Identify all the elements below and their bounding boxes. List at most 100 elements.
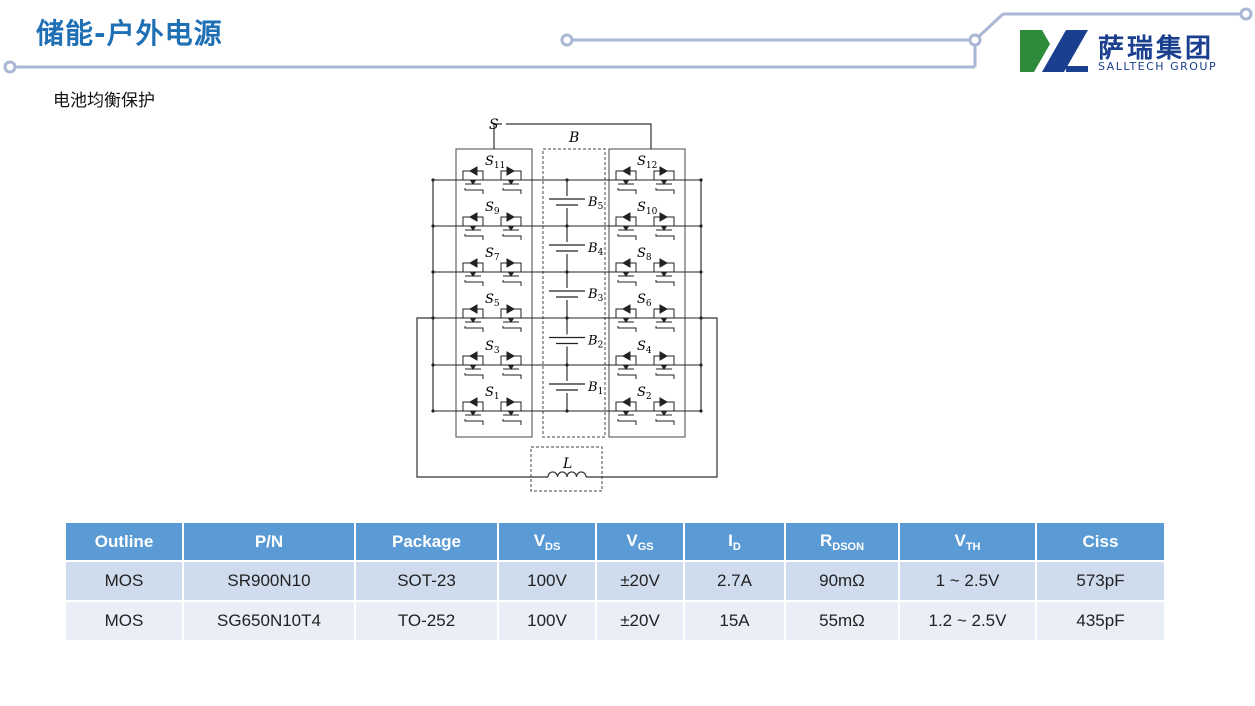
- table-cell: SG650N10T4: [184, 602, 354, 640]
- junction-dot: [699, 363, 703, 367]
- mosfet-icon: [500, 212, 522, 240]
- junction-dot: [699, 270, 703, 274]
- junction-dot: [565, 270, 569, 274]
- logo-mark-icon: [1020, 30, 1088, 72]
- table-row: MOS SR900N10 SOT-23 100V ±20V 2.7A 90mΩ 1 ~ 2.5…: [66, 562, 1164, 600]
- battery-label: B1: [587, 380, 603, 397]
- header-text: V: [954, 530, 966, 550]
- mosfet-icon: [615, 304, 637, 332]
- column-header: P/N: [184, 523, 354, 560]
- mosfet-icon: [653, 397, 675, 425]
- mosfet-icon: [462, 258, 484, 286]
- junction-dot: [431, 363, 435, 367]
- table-cell: 435pF: [1037, 602, 1164, 640]
- table-cell: 573pF: [1037, 562, 1164, 600]
- label-l: L: [562, 456, 572, 472]
- table-row: MOS SG650N10T4 TO-252 100V ±20V 15A 55mΩ 1.2 ~ …: [66, 602, 1164, 640]
- logo-text-cn: 萨瑞集团: [1098, 34, 1215, 64]
- table-cell: ±20V: [597, 602, 683, 640]
- switch-label: S10: [637, 200, 658, 217]
- header-subscript: DSON: [832, 540, 865, 553]
- battery-label: B2: [587, 334, 603, 351]
- mosfet-icon: [500, 397, 522, 425]
- table-cell: ±20V: [597, 562, 683, 600]
- mosfet-icon: [500, 258, 522, 286]
- switch-label: S2: [637, 385, 652, 402]
- battery-label: B4: [587, 241, 604, 258]
- column-header: Outline: [66, 523, 182, 560]
- switch-label: S7: [485, 246, 500, 263]
- table-cell: 90mΩ: [786, 562, 898, 600]
- company-logo: 萨瑞集团 SALLTECH GROUP: [1020, 30, 1240, 76]
- switch-label: S4: [637, 339, 652, 356]
- header-text: Package: [392, 531, 461, 551]
- mosfet-icon: [462, 397, 484, 425]
- junction-dot: [431, 270, 435, 274]
- mosfet-icon: [500, 351, 522, 379]
- table-cell: SR900N10: [184, 562, 354, 600]
- table-cell: 55mΩ: [786, 602, 898, 640]
- mosfet-icon: [462, 212, 484, 240]
- switch-label: S1: [485, 385, 500, 402]
- junction-dot: [565, 409, 569, 413]
- mosfet-icon: [500, 304, 522, 332]
- mosfet-icon: [615, 258, 637, 286]
- mosfet-icon: [653, 166, 675, 194]
- junction-dot: [699, 409, 703, 413]
- switch-label: S5: [485, 292, 500, 309]
- mosfet-icon: [462, 304, 484, 332]
- logo-text-en: SALLTECH GROUP: [1098, 60, 1218, 73]
- header-text: V: [626, 530, 638, 550]
- section-subtitle: 电池均衡保护: [53, 91, 155, 111]
- table-cell: 1 ~ 2.5V: [900, 562, 1035, 600]
- mosfet-spec-table: Outline P/N Package VDS VGS ID RDSON VTH Ciss MO…: [64, 521, 1166, 642]
- table-cell: MOS: [66, 562, 182, 600]
- mosfet-icon: [462, 166, 484, 194]
- mosfet-icon: [653, 351, 675, 379]
- header-text: V: [533, 530, 546, 550]
- junction-dot: [431, 224, 435, 228]
- mosfet-icon: [653, 212, 675, 240]
- table-header-row: Outline P/N Package VDS VGS ID RDSON VTH Ciss: [66, 523, 1164, 560]
- table-cell: 100V: [499, 602, 595, 640]
- column-header: VGS: [597, 523, 683, 560]
- column-header: VDS: [499, 523, 595, 560]
- header-text: R: [819, 530, 833, 550]
- junction-dot: [699, 178, 703, 182]
- column-header: RDSON: [786, 523, 898, 560]
- switch-label: S3: [485, 339, 500, 356]
- page-title: 储能-户外电源: [36, 17, 223, 50]
- switch-label: S6: [637, 292, 652, 309]
- mosfet-icon: [615, 397, 637, 425]
- switch-label: S11: [485, 154, 505, 171]
- mosfet-icon: [615, 212, 637, 240]
- header-subscript: D: [732, 540, 741, 553]
- switch-label: S8: [637, 246, 652, 263]
- mosfet-icon: [462, 351, 484, 379]
- table-cell: TO-252: [356, 602, 497, 640]
- column-header: ID: [685, 523, 784, 560]
- column-header: VTH: [900, 523, 1035, 560]
- junction-dot: [565, 178, 569, 182]
- mosfet-icon: [615, 351, 637, 379]
- junction-dot: [431, 316, 435, 320]
- battery-label: B5: [587, 195, 604, 212]
- junction-dot: [565, 316, 569, 320]
- table-cell: 2.7A: [685, 562, 784, 600]
- column-header: Ciss: [1037, 523, 1164, 560]
- header-text: I: [728, 530, 733, 550]
- header-text: Outline: [94, 531, 154, 551]
- junction-dot: [431, 409, 435, 413]
- junction-dot: [565, 224, 569, 228]
- mosfet-icon: [653, 258, 675, 286]
- junction-dot: [431, 178, 435, 182]
- header-subscript: GS: [637, 540, 654, 553]
- table-cell: 1.2 ~ 2.5V: [900, 602, 1035, 640]
- header-decoration-lines: [3, 7, 1253, 74]
- header-text: Ciss: [1082, 531, 1119, 551]
- battery-label: B3: [587, 287, 604, 304]
- header-text: P/N: [254, 531, 284, 551]
- table-cell: SOT-23: [356, 562, 497, 600]
